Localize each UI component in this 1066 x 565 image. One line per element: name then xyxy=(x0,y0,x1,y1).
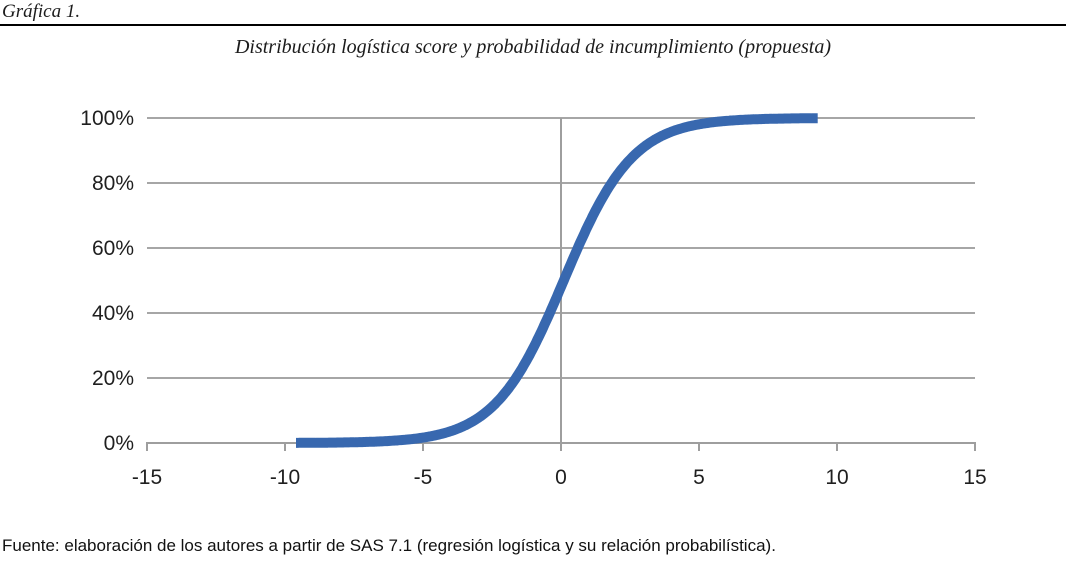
figure-label: Gráfica 1. xyxy=(2,1,81,22)
x-tick-label: -15 xyxy=(132,466,162,489)
x-tick-label: 0 xyxy=(555,466,567,489)
x-tick-label: 15 xyxy=(963,466,986,489)
y-tick-label: 20% xyxy=(92,367,134,390)
y-tick-label: 100% xyxy=(80,107,134,130)
x-tick-label: 10 xyxy=(825,466,848,489)
header-rule xyxy=(0,24,1066,26)
y-tick-label: 0% xyxy=(104,432,134,455)
chart-title: Distribución logística score y probabili… xyxy=(234,36,832,58)
x-tick-label: -10 xyxy=(270,466,300,489)
x-tick-label: 5 xyxy=(693,466,705,489)
y-tick-label: 80% xyxy=(92,172,134,195)
x-tick-label: -5 xyxy=(414,466,433,489)
source-note: Fuente: elaboración de los autores a par… xyxy=(2,536,776,555)
y-tick-label: 60% xyxy=(92,237,134,260)
logistic-curve xyxy=(292,113,822,448)
y-tick-label: 40% xyxy=(92,302,134,325)
